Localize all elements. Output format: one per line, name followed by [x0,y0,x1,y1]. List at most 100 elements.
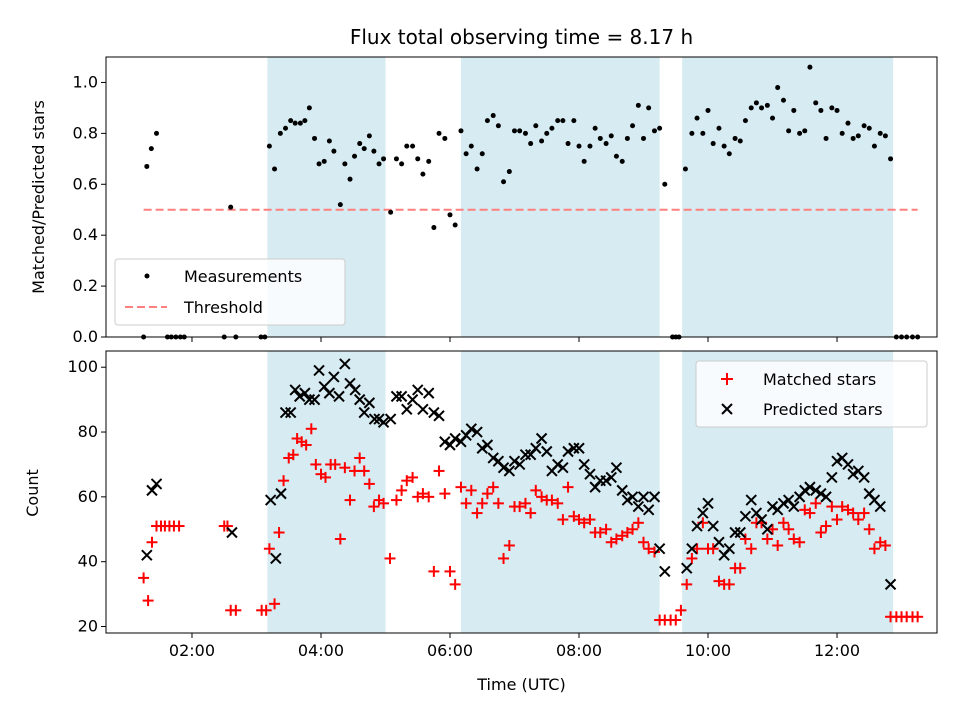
predicted-star-point [681,562,693,574]
measurement-point [689,130,695,136]
predicted-star-point [884,578,897,591]
x-stroke-b [279,406,292,419]
x-stroke-b [815,487,827,500]
predicted-star-point [395,390,408,403]
x-stroke-b [739,510,752,523]
matched-star-point [390,494,402,506]
x-stroke-b [804,481,816,493]
matched-star-point [557,514,569,526]
matched-star-point [686,552,698,564]
matched-star-point [627,523,639,535]
measurement-point [490,113,496,119]
x-stroke-b [836,452,848,464]
predicted-star-point [777,497,790,510]
matched-star-point [487,481,499,493]
matched-star-point [594,527,606,539]
measurement-point [682,166,688,172]
x-stroke-b [568,442,580,454]
x-stroke-b [707,520,719,532]
x-stroke-b [358,406,370,419]
measurement-point [181,334,187,340]
predicted-star-point [358,406,370,419]
x-stroke-b [723,543,736,555]
measurement-point [479,151,485,157]
matched-star-point [632,517,644,529]
measurement-point [393,156,399,162]
top-legend-frame [114,258,346,326]
measurement-point [657,125,663,131]
measurement-point [517,128,523,134]
measurement-point [818,107,824,113]
measurement-point [371,148,377,154]
measurement-point [404,143,410,149]
matched-star-point [396,484,408,496]
measurement-point [352,153,358,159]
predicted-star-point [745,494,757,506]
measurement-point [797,130,803,136]
x-stroke-b [847,468,859,480]
predicted-star-point [804,481,816,493]
x-stroke-b [610,461,623,474]
y-tick-label: 100 [67,357,98,376]
measurement-point [474,166,480,172]
measurement-point [463,151,469,157]
y-tick-label: 0.4 [73,225,98,244]
predicted-star-point [353,393,366,406]
y-tick-label: 0.8 [73,123,98,142]
x-stroke-b [788,500,800,513]
matched-star-point [831,514,843,526]
x-stroke-b [616,484,628,497]
x-tick-label: 06:00 [427,641,473,660]
matched-star-point [428,565,440,577]
measurement-point [581,158,587,164]
x-stroke-b [303,393,316,406]
x-stroke-b [465,423,477,435]
y-tick-label: 0.6 [73,174,98,193]
measurement-point [495,123,501,129]
measurement-point [228,204,234,210]
matched-star-point [707,543,719,555]
matched-star-point [476,497,488,509]
matched-star-point [142,595,154,607]
matched-star-point [455,481,467,493]
x-stroke-b [513,458,526,471]
measurement-point [560,118,566,124]
predicted-star-point [487,452,499,464]
measurement-point [845,120,851,126]
measurement-point [549,125,555,131]
matched-star-point [772,539,784,551]
measurement-point [850,135,856,141]
matched-star-point [358,465,370,477]
measurement-point [452,222,458,228]
measurement-point [641,135,647,141]
predicted-star-point [270,552,282,565]
x-stroke-b [584,468,596,480]
x-stroke-b [264,494,277,506]
matched-star-point [349,465,361,477]
predicted-star-point [702,497,714,510]
predicted-star-point [423,387,435,399]
predicted-star-point [831,455,843,467]
observing-interval-band [460,351,660,633]
predicted-star-point [530,442,542,454]
measurement-point [899,334,905,340]
predicted-star-point [363,397,376,409]
predicted-star-point [303,393,316,406]
predicted-star-point [412,384,424,396]
x-stroke-b [423,387,435,399]
predicted-star-point [734,526,746,539]
matched-star-point [363,478,375,490]
predicted-star-point [264,494,277,506]
matched-star-point [643,543,655,555]
matched-star-point [417,488,429,500]
x-stroke-b [702,497,714,510]
measurement-point [915,334,921,340]
matched-star-point [525,507,537,519]
matched-star-point [339,462,351,474]
measurement-point [141,334,147,340]
measurement-point [770,115,776,121]
bottom-xlabel: Time (UTC) [476,675,565,694]
measurement-point [410,143,416,149]
predicted-star-point [368,413,381,425]
